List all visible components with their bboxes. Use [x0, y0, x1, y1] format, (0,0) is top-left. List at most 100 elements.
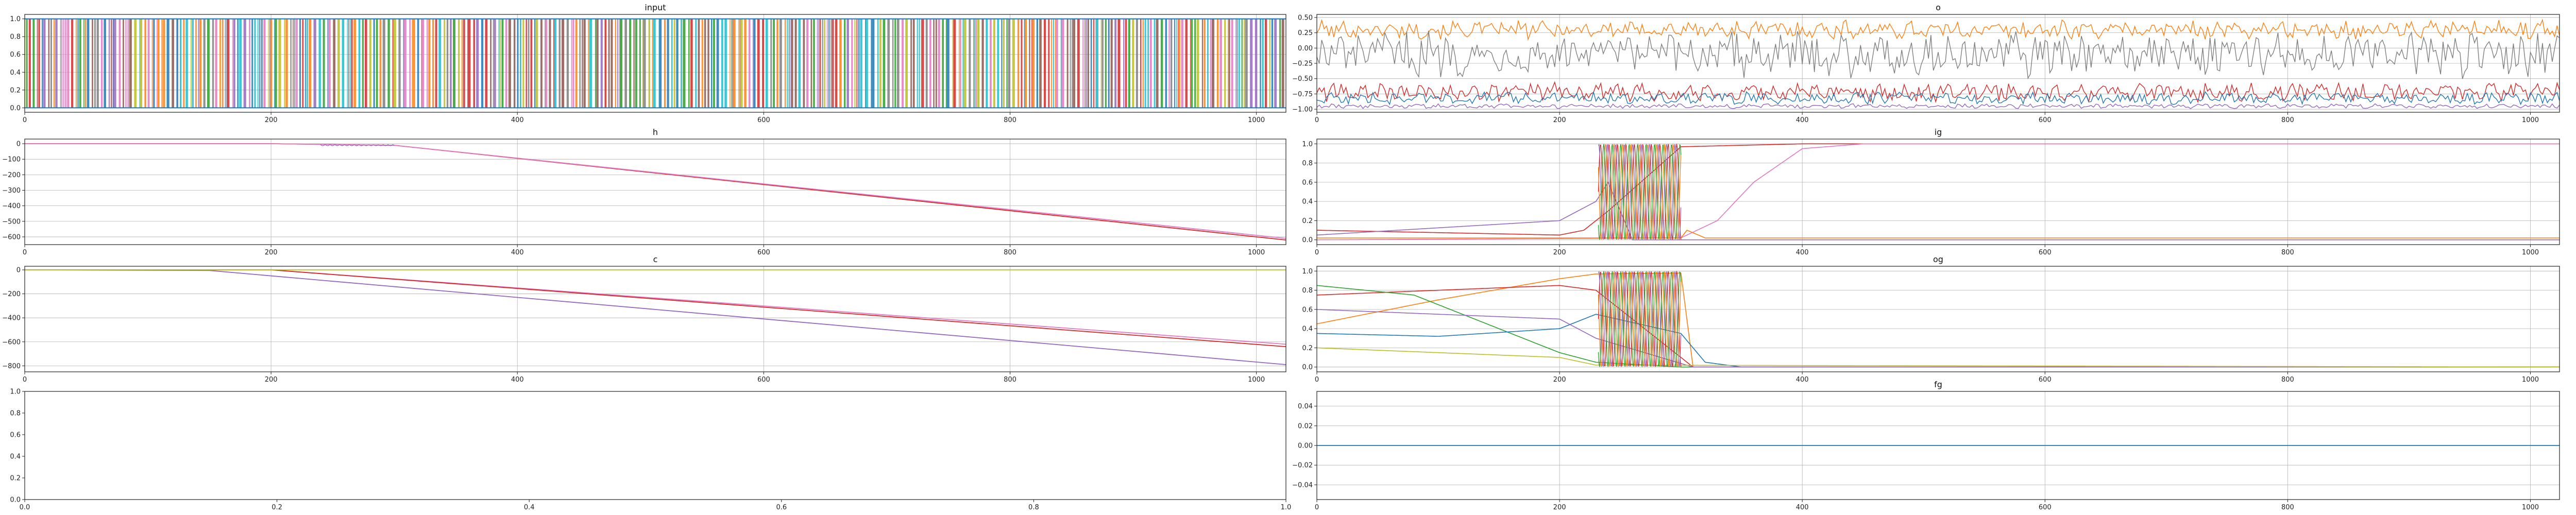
panel-data [1317, 270, 2560, 368]
x-tick-label: 200 [1553, 116, 1566, 124]
series-ig-line [1317, 230, 2560, 238]
y-tick-label: 0.6 [10, 51, 21, 59]
x-tick-label: 400 [1796, 504, 1809, 511]
y-tick-label: 0.2 [10, 87, 21, 94]
y-tick-label: −0.02 [1292, 462, 1313, 470]
panel-frame [24, 14, 1286, 113]
y-tick-label: 0.04 [1298, 403, 1313, 410]
panel-title-input: input [645, 3, 666, 12]
x-tick-label: 1000 [1248, 249, 1265, 256]
x-tick-label: 1000 [1248, 116, 1265, 124]
series-og-line [1317, 285, 2560, 368]
series-c-line [25, 269, 1286, 345]
x-tick-label: 600 [2039, 249, 2052, 256]
panel-title-c: c [653, 254, 658, 264]
x-tick-label: 600 [2039, 504, 2052, 511]
x-tick-label: 800 [1004, 376, 1016, 384]
y-tick-label: 0.50 [1298, 14, 1313, 22]
panel-ig: 0 200 400 600 800 1000 0.0 0.2 0.4 0.6 0.8 1.0 ig [1302, 127, 2560, 256]
x-tick-label: 0 [23, 376, 27, 384]
series-og-line [1317, 314, 2560, 368]
y-tick-label: 0.4 [1302, 325, 1313, 333]
series-o-line [1317, 19, 2560, 41]
x-tick-label: 0.2 [272, 504, 282, 511]
x-tick-label: 0 [1315, 249, 1319, 256]
y-tick-label: −0.75 [1292, 91, 1313, 98]
panel-h: 0 200 400 600 800 1000 −600 −500 −400 −300 −200 −10… [2, 127, 1286, 256]
y-tick-label: 0.4 [10, 69, 21, 77]
y-tick-label: 0.0 [10, 496, 21, 504]
x-tick-label: 600 [2039, 116, 2052, 124]
series-h-line [25, 143, 1286, 241]
y-tick-label: −200 [2, 171, 21, 179]
panel-data [1317, 19, 2560, 109]
panel-frame [24, 266, 1286, 372]
panel-o: 0 200 400 600 800 1000 −1.00 −0.75 −0.50 −0.25 0.0… [1292, 3, 2560, 124]
x-tick-label: 400 [511, 249, 524, 256]
y-tick-label: 0.4 [1302, 198, 1313, 206]
panel-title-fg: fg [1934, 380, 1942, 389]
y-tick-label: 1.0 [1302, 141, 1313, 148]
y-tick-label: −0.04 [1292, 482, 1313, 489]
series-og-line [1317, 272, 2560, 368]
series-ig-line [1317, 143, 2560, 236]
x-tick-label: 1000 [1248, 376, 1265, 384]
x-tick-label: 200 [265, 376, 278, 384]
x-tick-label: 400 [511, 376, 524, 384]
series-o-line [1317, 91, 2560, 106]
series-og-line [1317, 347, 2560, 368]
panel-data [25, 18, 1286, 109]
panel-frame [1316, 266, 2560, 372]
series-c-line [25, 269, 1286, 365]
x-tick-label: 800 [2281, 504, 2294, 511]
series-o-line [1317, 30, 2560, 80]
x-tick-label: 200 [265, 249, 278, 256]
y-tick-label: −600 [2, 338, 21, 346]
y-tick-label: 0.0 [1302, 236, 1313, 244]
x-tick-label: 600 [2039, 376, 2052, 384]
panel-frame [24, 391, 1286, 500]
y-tick-label: 0 [16, 266, 21, 274]
panel-frame [1316, 139, 2560, 245]
y-tick-label: 0.02 [1298, 422, 1313, 430]
series-ig-burst [1598, 143, 1682, 241]
y-tick-label: −1.00 [1292, 106, 1313, 114]
y-tick-label: 0.2 [10, 475, 21, 483]
series-og-burst [1598, 270, 1682, 368]
x-tick-label: 1000 [2522, 116, 2539, 124]
y-tick-label: 0.6 [1302, 306, 1313, 314]
y-tick-label: 0.6 [1302, 179, 1313, 186]
x-tick-label: 200 [1553, 504, 1566, 511]
panel-data [25, 269, 1286, 365]
y-tick-label: −200 [2, 290, 21, 298]
x-tick-label: 1.0 [1281, 504, 1292, 511]
series-og-burst [1598, 270, 1682, 368]
x-tick-label: 200 [1553, 249, 1566, 256]
y-tick-label: −100 [2, 156, 21, 164]
y-tick-label: 0.25 [1298, 29, 1313, 37]
x-tick-label: 1000 [2522, 249, 2539, 256]
panel-input: 0 200 400 600 800 1000 0.0 0.2 0.4 0.6 0.8 1.0 input [10, 3, 1286, 124]
y-tick-label: −600 [2, 233, 21, 241]
panel-title-o: o [1936, 3, 1941, 12]
panel-empty: 0.0 0.2 0.4 0.6 0.8 1.0 0.0 0.2 0.4 0.6 0.8 1.0 [10, 388, 1291, 512]
series-og-burst [1598, 270, 1682, 368]
y-tick-label: 0.0 [1302, 364, 1313, 371]
x-tick-label: 1000 [2522, 504, 2539, 511]
x-tick-label: 400 [1796, 116, 1809, 124]
series-ig-burst [1598, 143, 1682, 241]
series-h-line [25, 143, 1286, 239]
y-tick-label: 0.00 [1298, 442, 1313, 450]
series-ig-line [1317, 181, 2560, 241]
series-og-burst [1598, 270, 1682, 368]
series-og-line [1317, 309, 2560, 368]
panel-title-ig: ig [1935, 127, 1942, 137]
y-tick-label: 1.0 [1302, 268, 1313, 276]
x-tick-label: 0 [23, 249, 27, 256]
y-tick-label: 1.0 [10, 388, 21, 396]
y-tick-label: 0.8 [10, 33, 21, 41]
x-tick-label: 1000 [2522, 376, 2539, 384]
y-tick-label: −0.50 [1292, 75, 1313, 83]
x-tick-label: 400 [1796, 249, 1809, 256]
x-tick-label: 0.6 [776, 504, 787, 511]
